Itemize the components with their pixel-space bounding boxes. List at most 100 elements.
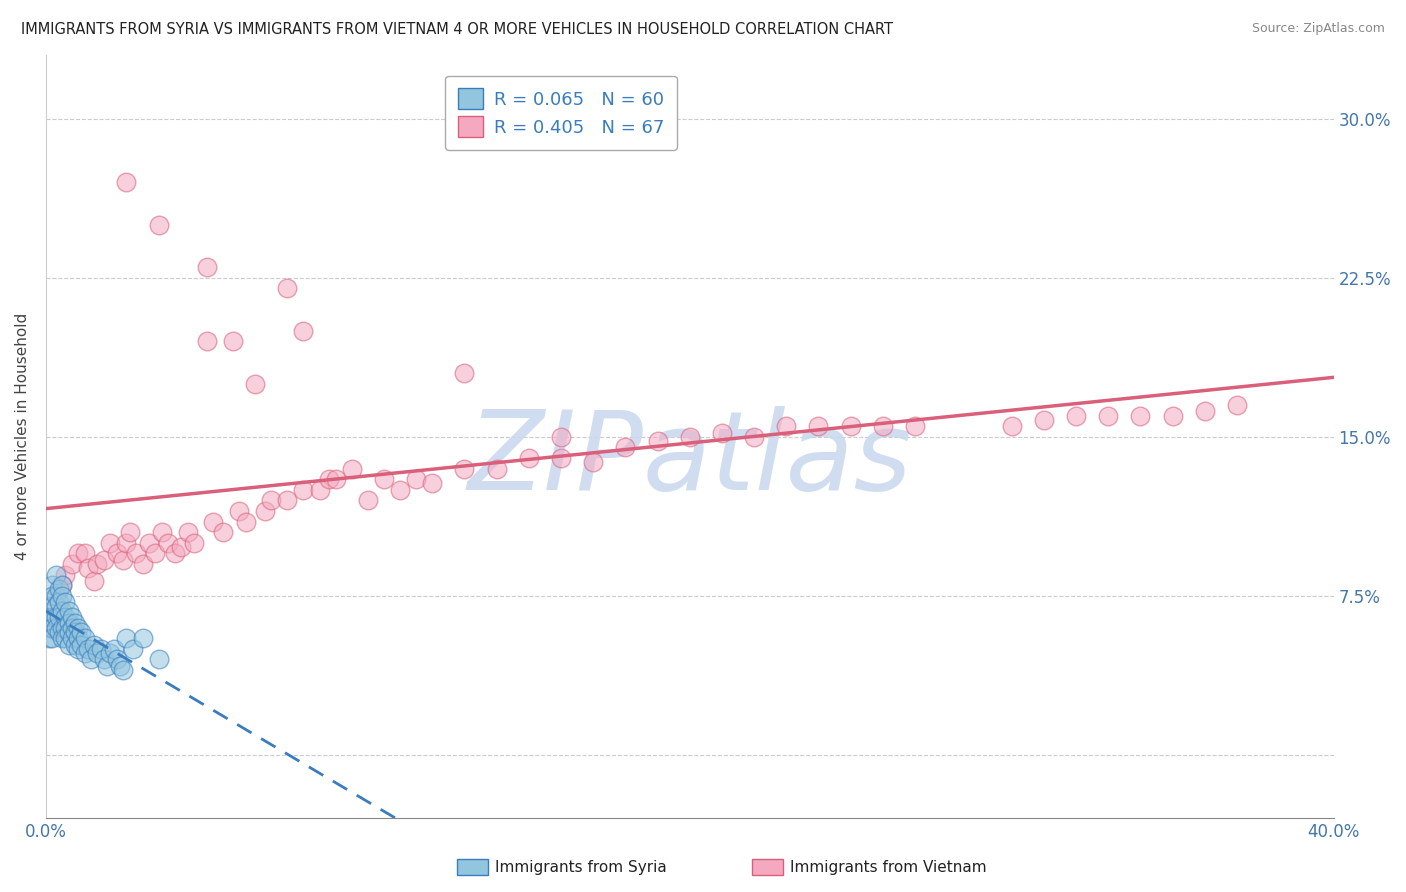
Point [775, 419, 797, 434]
Point [582, 455, 605, 469]
Point [73, 546, 96, 560]
Point [45, 599, 67, 614]
Point [51, 632, 73, 646]
Point [58, 624, 80, 639]
Point [58, 604, 80, 618]
Point [98, 536, 121, 550]
Point [58, 616, 80, 631]
Point [112, 553, 135, 567]
Point [41, 578, 63, 592]
Point [195, 260, 218, 275]
Point [131, 632, 153, 646]
Point [420, 476, 443, 491]
Point [122, 641, 145, 656]
Point [70, 624, 93, 639]
Point [872, 419, 894, 434]
Point [245, 376, 267, 391]
Point [195, 334, 218, 349]
Point [228, 504, 250, 518]
Point [41, 599, 63, 614]
Point [41, 610, 63, 624]
Point [67, 641, 90, 656]
Point [807, 419, 830, 434]
Point [1001, 419, 1024, 434]
Point [131, 557, 153, 571]
Point [276, 281, 298, 295]
Point [105, 546, 128, 560]
Text: IMMIGRANTS FROM SYRIA VS IMMIGRANTS FROM VIETNAM 4 OR MORE VEHICLES IN HOUSEHOLD: IMMIGRANTS FROM SYRIA VS IMMIGRANTS FROM… [21, 22, 893, 37]
Point [1226, 398, 1249, 412]
Point [67, 621, 90, 635]
Point [60, 632, 83, 646]
Point [45, 589, 67, 603]
Point [63, 624, 86, 639]
Text: Immigrants from Vietnam: Immigrants from Vietnam [790, 861, 987, 875]
Point [67, 632, 90, 646]
Text: Source: ZipAtlas.com: Source: ZipAtlas.com [1251, 22, 1385, 36]
Point [614, 441, 637, 455]
Point [45, 567, 67, 582]
Point [1032, 413, 1054, 427]
Point [53, 621, 76, 635]
Point [839, 419, 862, 434]
Point [48, 595, 70, 609]
Point [157, 536, 180, 550]
Point [41, 632, 63, 646]
Point [1129, 409, 1152, 423]
Point [45, 610, 67, 624]
Point [118, 525, 141, 540]
Point [373, 472, 395, 486]
Point [292, 483, 315, 497]
Point [163, 546, 186, 560]
Point [485, 461, 508, 475]
Point [105, 652, 128, 666]
Point [38, 632, 60, 646]
Point [1161, 409, 1184, 423]
Point [60, 621, 83, 635]
Point [679, 430, 702, 444]
Point [115, 175, 138, 189]
Point [86, 557, 108, 571]
Point [904, 419, 927, 434]
Point [115, 632, 138, 646]
Point [51, 604, 73, 618]
Point [96, 658, 118, 673]
Point [103, 641, 125, 656]
Point [1194, 404, 1216, 418]
Point [48, 610, 70, 624]
Point [73, 646, 96, 660]
Legend: R = 0.065   N = 60, R = 0.405   N = 67: R = 0.065 N = 60, R = 0.405 N = 67 [446, 76, 676, 150]
Point [292, 324, 315, 338]
Point [67, 546, 90, 560]
Point [710, 425, 733, 440]
Point [318, 472, 340, 486]
Point [212, 525, 235, 540]
Point [53, 610, 76, 624]
Text: Immigrants from Syria: Immigrants from Syria [495, 861, 666, 875]
Point [253, 504, 276, 518]
Point [221, 334, 243, 349]
Point [138, 536, 160, 550]
Point [51, 578, 73, 592]
Point [41, 621, 63, 635]
Point [453, 366, 475, 380]
Point [357, 493, 380, 508]
Point [405, 472, 427, 486]
Point [76, 641, 98, 656]
Point [45, 621, 67, 635]
Point [1097, 409, 1119, 423]
Point [183, 536, 205, 550]
Point [41, 589, 63, 603]
Point [51, 589, 73, 603]
Point [38, 610, 60, 624]
Point [53, 567, 76, 582]
Point [145, 546, 167, 560]
Point [202, 515, 225, 529]
Point [53, 595, 76, 609]
Point [80, 652, 103, 666]
Point [148, 652, 170, 666]
Point [325, 472, 347, 486]
Y-axis label: 4 or more Vehicles in Household: 4 or more Vehicles in Household [15, 313, 30, 560]
Point [48, 624, 70, 639]
Point [112, 663, 135, 677]
